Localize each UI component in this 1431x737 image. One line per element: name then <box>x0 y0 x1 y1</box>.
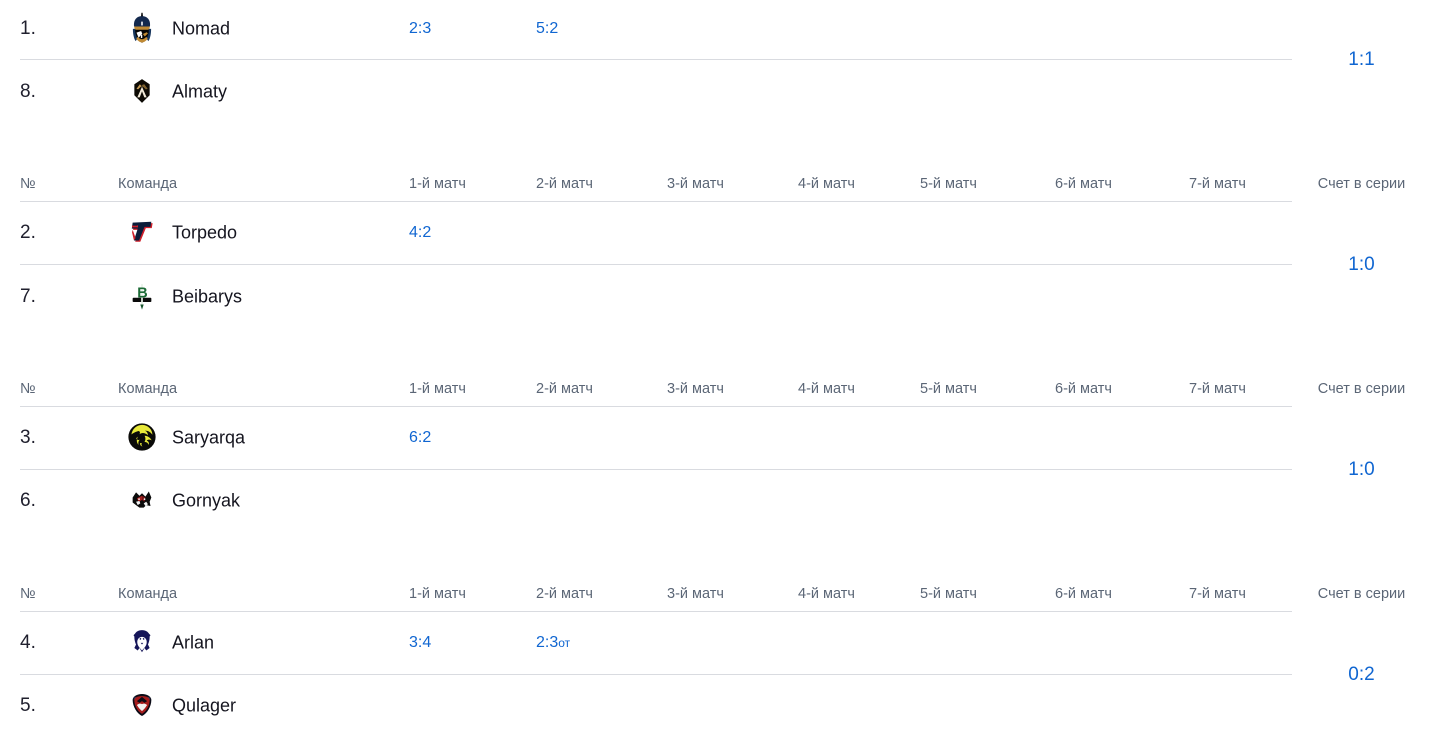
svg-text:B: B <box>137 285 147 301</box>
